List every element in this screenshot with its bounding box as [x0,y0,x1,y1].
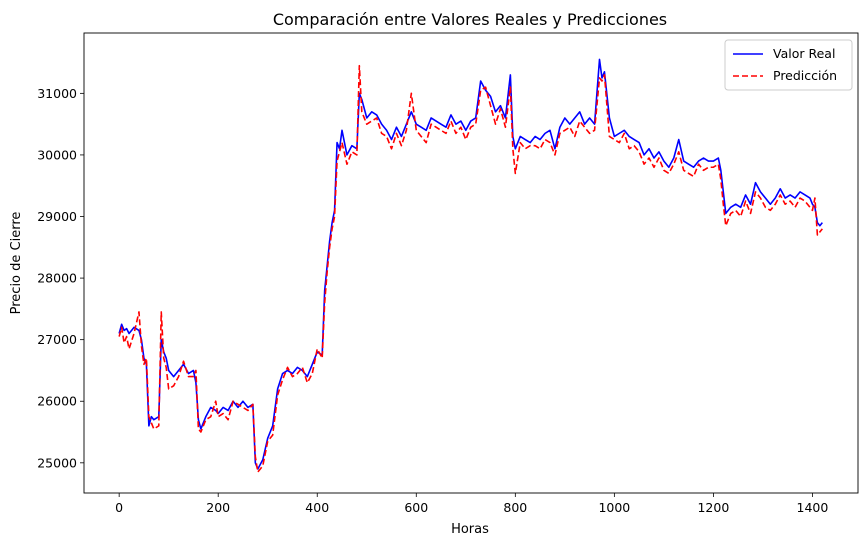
legend-box [724,39,853,91]
x-tick-label: 600 [404,500,428,515]
y-axis-label: Precio de Cierre [9,212,24,315]
x-tick-label: 1200 [697,500,729,515]
x-tick-label: 400 [305,500,329,515]
x-tick-label: 1000 [598,500,630,515]
x-tick-label: 0 [115,500,123,515]
y-axis: 25000 26000 27000 28000 29000 30000 31000 [37,86,84,470]
chart-title: Comparación entre Valores Reales y Predi… [273,10,667,29]
x-axis: 0 200 400 600 800 1000 1200 1400 [115,493,828,515]
series-line-valor-real [118,58,823,470]
y-tick-label: 29000 [37,209,77,224]
y-tick-label: 28000 [37,271,77,286]
y-tick-label: 26000 [37,394,77,409]
x-tick-label: 1400 [797,500,829,515]
series-layer [118,58,823,473]
y-tick-label: 27000 [37,332,77,347]
series-line-prediccion [118,64,823,473]
legend: Valor Real Predicción [724,39,853,91]
plot-area [83,32,859,494]
x-axis-label: Horas [451,522,489,537]
legend-label-valor-real: Valor Real [773,46,835,61]
y-tick-label: 30000 [37,147,77,162]
plot-frame [83,32,859,494]
y-tick-label: 25000 [37,455,77,470]
legend-label-prediccion: Predicción [773,68,837,83]
x-tick-label: 200 [206,500,230,515]
x-tick-label: 800 [503,500,527,515]
y-tick-label: 31000 [37,86,77,101]
